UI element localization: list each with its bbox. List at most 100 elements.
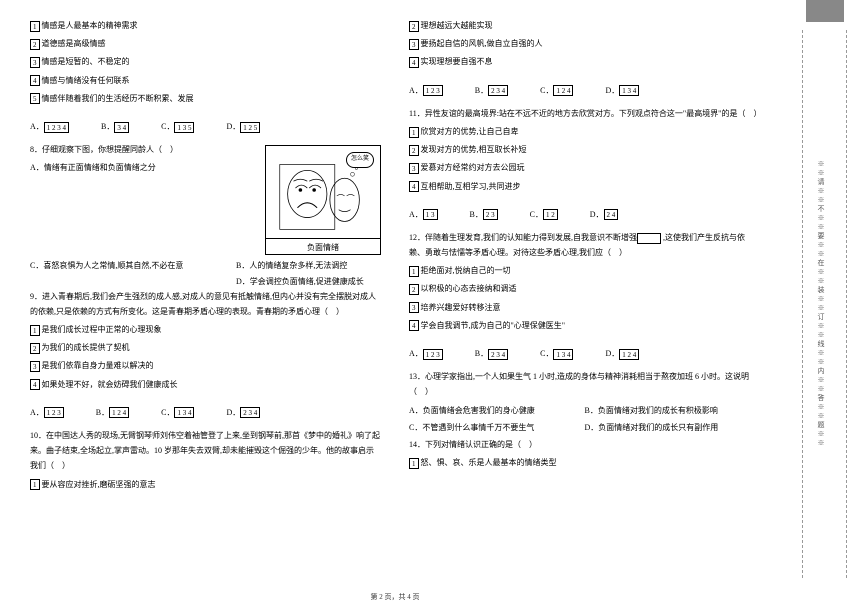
stmt-3: 3情感是短暂的、不稳定的 (30, 54, 381, 69)
stmt-text: 为我们的成长提供了契机 (42, 343, 130, 352)
stmt-text: 怒、惧、哀、乐是人最基本的情绪类型 (421, 458, 557, 467)
opt-a: A．1 3 (409, 207, 440, 222)
opt-c: C．1 2 4 (540, 83, 575, 98)
stmt-text: 理想越远大越能实现 (421, 21, 493, 30)
stmt-text: 学会自我调节,成为自己的"心理保健医生" (421, 321, 566, 330)
binding-strip: ※※请※※不※※要※※在※※装※※订※※线※※内※※答※※题※※ (790, 0, 860, 608)
stmt-text: 道德感是高级情感 (42, 39, 106, 48)
thought-bubble: 怎么笑 (346, 152, 374, 167)
stmt-text: 发现对方的优势,相互取长补短 (421, 145, 527, 154)
num-box: 3 (30, 361, 40, 372)
q13-A: A．负面情绪会危害我们的身心健康 (409, 403, 585, 418)
opt-a: A．1 2 3 (409, 83, 445, 98)
q9-2: 2为我们的成长提供了契机 (30, 340, 381, 355)
q13-intro: 13．心理学家指出,一个人如果生气 1 小时,造成的身体与精神消耗相当于熬夜加班… (409, 369, 760, 399)
stmt-text: 要从容应对挫折,磨砺坚强的意志 (42, 480, 156, 489)
right-column: 2理想越远大越能实现 3要扬起自信的风帆,做自立自强的人 4实现理想要自强不息 … (409, 18, 760, 578)
q13-D: D．负面情绪对我们的成长只有副作用 (585, 420, 761, 435)
q12-options: A．1 2 3 B．2 3 4 C．1 3 4 D．1 2 4 (409, 346, 760, 361)
num-box: 2 (409, 21, 419, 32)
opt-d: D．2 3 4 (226, 405, 262, 420)
r-2: 2理想越远大越能实现 (409, 18, 760, 33)
q10-1: 1要从容应对挫折,磨砺坚强的意志 (30, 477, 381, 492)
stmt-text: 爱慕对方经常约对方去公园玩 (421, 163, 525, 172)
opt-nums: 1 2 5 (240, 122, 260, 133)
opt-b: B．2 3 4 (475, 346, 510, 361)
opt-nums: 1 2 (543, 209, 558, 220)
opt-nums: 2 3 4 (488, 349, 508, 360)
num-box: 4 (409, 181, 419, 192)
stmt-text: 情感是人最基本的精神需求 (42, 21, 138, 30)
page-columns: 1情感是人最基本的精神需求 2道德感是高级情感 3情感是短暂的、不稳定的 4情感… (30, 18, 760, 578)
r-4: 4实现理想要自强不息 (409, 54, 760, 69)
num-box: 4 (409, 57, 419, 68)
dashed-line (846, 30, 847, 578)
marker-block (806, 0, 828, 22)
opt-nums: 1 3 4 (174, 407, 194, 418)
cartoon-image: 怎么笑 (265, 145, 381, 255)
num-box: 2 (409, 145, 419, 156)
stmt-text: 是我们成长过程中正常的心理现象 (42, 325, 162, 334)
q11-1: 1欣赏对方的优势,让自己自卑 (409, 124, 760, 139)
q14-intro: 14．下列对情绪认识正确的是（ ） (409, 437, 760, 452)
dashed-line (802, 30, 803, 578)
q8-B: B．人的情绪复杂多样,无法调控 (236, 258, 347, 273)
opt-nums: 1 2 3 (423, 349, 443, 360)
marker-block (828, 0, 844, 22)
stmt-text: 培养兴趣爱好转移注意 (421, 303, 501, 312)
q7-options: A．1 2 3 4 B．3 4 C．1 3 5 D．1 2 5 (30, 119, 381, 134)
stmt-text: 以积极的心态去接纳和调适 (421, 284, 517, 293)
q12-2: 2以积极的心态去接纳和调适 (409, 281, 760, 296)
num-box: 1 (30, 325, 40, 336)
binding-warning-text: ※※请※※不※※要※※在※※装※※订※※线※※内※※答※※题※※ (816, 160, 826, 448)
stmt-text: 情感与情绪没有任何联系 (42, 76, 130, 85)
left-column: 1情感是人最基本的精神需求 2道德感是高级情感 3情感是短暂的、不稳定的 4情感… (30, 18, 381, 578)
q9-4: 4如果处理不好，就会妨碍我们健康成长 (30, 377, 381, 392)
q12-3: 3培养兴趣爱好转移注意 (409, 300, 760, 315)
q13-B: B．负面情绪对我们的成长有积极影响 (585, 403, 761, 418)
num-box: 2 (30, 39, 40, 50)
q10-options: A．1 2 3 B．2 3 4 C．1 2 4 D．1 3 4 (409, 83, 760, 98)
stmt-text: 如果处理不好，就会妨碍我们健康成长 (42, 380, 178, 389)
q13-options: A．负面情绪会危害我们的身心健康 B．负面情绪对我们的成长有积极影响 C．不管遇… (409, 403, 760, 437)
opt-b: B．3 4 (101, 119, 131, 134)
num-box: 1 (30, 479, 40, 490)
q8-C: C．喜怒哀惧为人之常情,顺其自然,不必在意 (30, 258, 183, 273)
page-footer: 第 2 页，共 4 页 (0, 592, 790, 602)
stmt-text: 是我们依靠自身力量难以解决的 (42, 361, 154, 370)
num-box: 3 (30, 57, 40, 68)
opt-b: B．2 3 4 (475, 83, 510, 98)
opt-a: A．1 2 3 (30, 405, 66, 420)
stmt-text: 情感伴随着我们的生活经历不断积累、发展 (42, 94, 194, 103)
opt-a: A．1 2 3 (409, 346, 445, 361)
stmt-text: 拒绝面对,悦纳自己的一切 (421, 266, 511, 275)
num-box: 2 (409, 284, 419, 295)
stmt-text: 要扬起自信的风帆,做自立自强的人 (421, 39, 543, 48)
q12-intro: 12．伴随着生理发育,我们的认知能力得到发展,自我意识不断增强 ,这使我们产生反… (409, 230, 760, 260)
exam-page: 1情感是人最基本的精神需求 2道德感是高级情感 3情感是短暂的、不稳定的 4情感… (0, 0, 790, 608)
q14-1: 1怒、惧、哀、乐是人最基本的情绪类型 (409, 455, 760, 470)
image-caption: 负面情绪 (266, 238, 380, 255)
stmt-text: 实现理想要自强不息 (421, 57, 493, 66)
q9-options: A．1 2 3 B．1 2 4 C．1 3 4 D．2 3 4 (30, 405, 381, 420)
opt-nums: 1 2 3 (44, 407, 64, 418)
opt-nums: 1 2 3 (423, 85, 443, 96)
opt-nums: 2 3 4 (240, 407, 260, 418)
num-box: 3 (409, 39, 419, 50)
opt-nums: 1 2 4 (553, 85, 573, 96)
q12-a: 12．伴随着生理发育,我们的认知能力得到发展,自我意识不断增强 (409, 233, 637, 242)
num-box: 4 (409, 320, 419, 331)
stmt-text: 互相帮助,互相学习,共同进步 (421, 182, 521, 191)
num-box: 1 (30, 21, 40, 32)
stmt-2: 2道德感是高级情感 (30, 36, 381, 51)
num-box: 3 (409, 302, 419, 313)
opt-nums: 1 3 5 (174, 122, 194, 133)
opt-c: C．1 3 4 (540, 346, 575, 361)
num-box: 1 (409, 266, 419, 277)
q12-1: 1拒绝面对,悦纳自己的一切 (409, 263, 760, 278)
opt-d: D．1 2 5 (226, 119, 262, 134)
opt-c: C．1 3 4 (161, 405, 196, 420)
q11-4: 4互相帮助,互相学习,共同进步 (409, 179, 760, 194)
num-box: 3 (409, 163, 419, 174)
opt-nums: 1 3 4 (553, 349, 573, 360)
